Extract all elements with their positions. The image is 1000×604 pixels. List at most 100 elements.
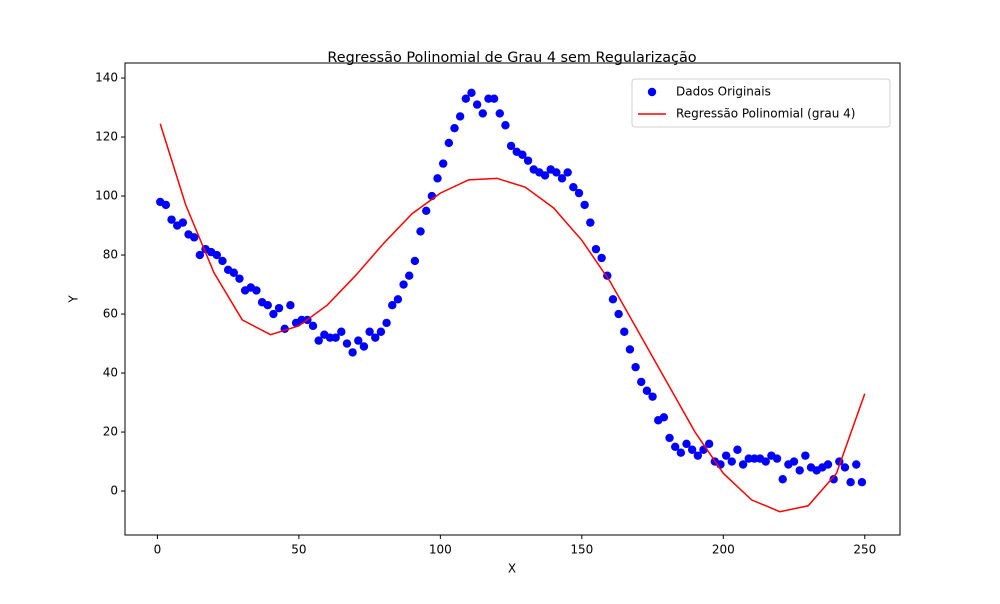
- legend-label: Dados Originais: [676, 85, 771, 99]
- point: [410, 256, 420, 266]
- point: [337, 327, 346, 336]
- point: [478, 109, 487, 118]
- point: [489, 94, 499, 103]
- point: [444, 138, 454, 148]
- point: [857, 477, 867, 487]
- point: [631, 362, 640, 372]
- point: [569, 182, 578, 192]
- point: [625, 345, 635, 354]
- point: [659, 413, 669, 422]
- point: [229, 268, 238, 277]
- point: [371, 333, 380, 342]
- point: [308, 321, 318, 331]
- point: [331, 333, 340, 342]
- y-tick-label: 40: [103, 366, 118, 380]
- point: [523, 156, 533, 165]
- point: [687, 445, 697, 454]
- point: [274, 303, 284, 313]
- point: [840, 463, 850, 472]
- point: [455, 112, 465, 121]
- point: [189, 233, 199, 242]
- point: [286, 300, 295, 310]
- point: [433, 174, 442, 183]
- point: [178, 218, 188, 227]
- point: [829, 475, 838, 484]
- point: [801, 451, 810, 460]
- point: [405, 271, 414, 280]
- point: [518, 150, 527, 159]
- x-tick-label: 250: [853, 543, 876, 557]
- point: [506, 141, 516, 151]
- point: [252, 286, 261, 295]
- point: [761, 457, 770, 466]
- point: [495, 109, 504, 118]
- point: [721, 451, 731, 460]
- x-tick-label: 200: [712, 543, 735, 557]
- point: [772, 454, 782, 463]
- point: [342, 339, 352, 348]
- point: [388, 300, 397, 310]
- point: [467, 88, 476, 97]
- y-tick-label: 60: [103, 307, 118, 321]
- point: [704, 439, 714, 449]
- point: [212, 250, 222, 260]
- point: [557, 174, 567, 183]
- point: [789, 457, 799, 466]
- point: [450, 123, 459, 133]
- point: [693, 451, 703, 460]
- point: [574, 188, 584, 198]
- point: [852, 460, 861, 469]
- point: [376, 327, 386, 336]
- x-axis-label: X: [508, 562, 516, 576]
- y-tick-label: 80: [103, 248, 118, 262]
- x-tick-label: 150: [570, 543, 593, 557]
- point: [665, 433, 674, 443]
- point: [399, 280, 408, 289]
- point: [733, 445, 742, 454]
- point: [563, 168, 572, 177]
- point: [393, 295, 403, 304]
- point: [823, 460, 833, 469]
- point: [586, 218, 595, 227]
- point: [642, 386, 652, 395]
- point: [263, 300, 272, 310]
- point: [314, 336, 323, 345]
- chart-title: Regressão Polinomial de Grau 4 sem Regul…: [327, 50, 696, 66]
- legend-box: [631, 78, 891, 128]
- x-tick-label: 100: [429, 543, 452, 557]
- point: [738, 460, 748, 469]
- y-tick-label: 120: [95, 130, 118, 144]
- point: [354, 336, 363, 345]
- point: [359, 342, 369, 351]
- point: [648, 392, 657, 401]
- point: [597, 253, 606, 263]
- point: [670, 442, 680, 451]
- point: [614, 309, 623, 319]
- point: [235, 274, 244, 283]
- x-tick-label: 0: [154, 543, 162, 557]
- point: [580, 200, 589, 210]
- y-tick-label: 20: [103, 425, 118, 439]
- legend-label: Regressão Polinomial (grau 4): [676, 107, 855, 121]
- point: [218, 256, 227, 266]
- point: [416, 227, 425, 236]
- point: [676, 448, 686, 457]
- legend-marker: [647, 87, 657, 97]
- point: [501, 121, 510, 130]
- y-axis-label: Y: [67, 295, 81, 304]
- point: [348, 348, 357, 357]
- y-tick-label: 140: [95, 71, 118, 85]
- point: [161, 200, 171, 210]
- point: [365, 327, 374, 336]
- point: [438, 159, 448, 168]
- y-tick-label: 0: [110, 484, 118, 498]
- point: [682, 439, 691, 449]
- point: [552, 168, 561, 177]
- point: [795, 466, 804, 475]
- point: [269, 309, 278, 319]
- point: [382, 318, 391, 328]
- point: [195, 250, 205, 260]
- point: [540, 171, 550, 180]
- point: [472, 100, 482, 109]
